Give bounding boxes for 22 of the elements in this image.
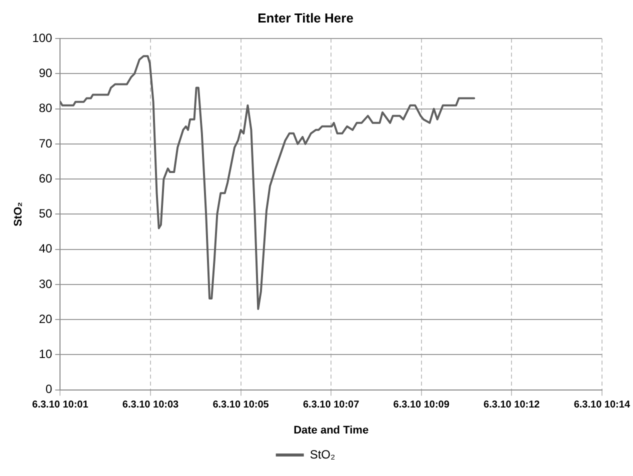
x-tick-label: 6.3.10 10:09 — [393, 400, 450, 411]
x-tick-label: 6.3.10 10:12 — [484, 400, 540, 411]
y-tick-label: 40 — [38, 242, 53, 256]
y-tick-label: 30 — [38, 276, 53, 291]
x-axis-title: Date and Time — [294, 424, 369, 436]
y-tick-label: 100 — [32, 30, 53, 45]
y-tick-label: 50 — [38, 206, 53, 221]
legend-label: StO₂ — [310, 447, 336, 462]
x-tick-label: 6.3.10 10:03 — [122, 400, 180, 411]
y-tick-label: 20 — [38, 312, 53, 326]
y-tick-label: 90 — [38, 66, 53, 80]
y-axis-title: StO₂ — [12, 202, 25, 226]
y-tick-label: 0 — [46, 382, 53, 396]
y-tick-label: 10 — [38, 346, 53, 361]
y-tick-label: 80 — [38, 101, 53, 116]
chart-title: Enter Title Here — [258, 10, 354, 26]
x-tick-label: 6.3.10 10:14 — [574, 400, 630, 411]
x-tick-label: 6.3.10 10:05 — [212, 400, 270, 411]
y-tick-label: 70 — [38, 136, 53, 150]
y-tick-label: 60 — [38, 171, 53, 186]
x-tick-label: 6.3.10 10:01 — [32, 400, 89, 411]
x-tick-label: 6.3.10 10:07 — [302, 400, 360, 411]
